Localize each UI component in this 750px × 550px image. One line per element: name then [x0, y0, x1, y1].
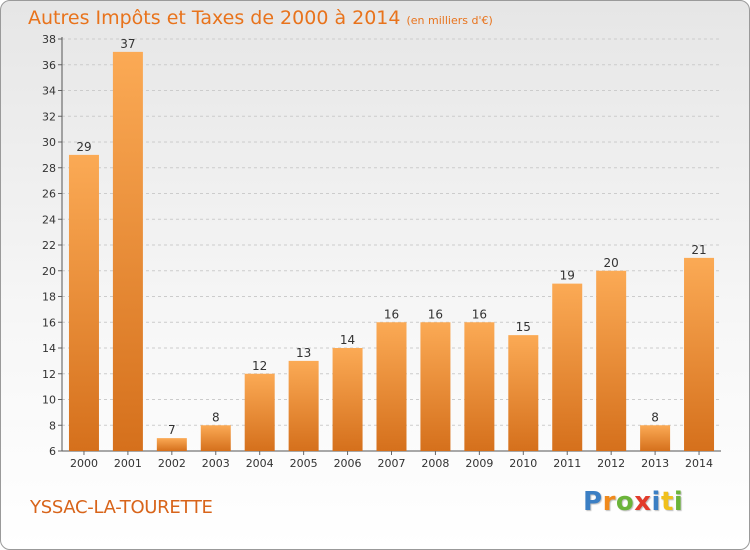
bar-2008	[420, 322, 451, 451]
y-tick-label: 34	[42, 85, 56, 98]
data-label: 8	[212, 410, 220, 424]
y-tick-label: 14	[42, 342, 56, 355]
data-label: 15	[516, 320, 531, 334]
bar-2010	[508, 335, 539, 451]
data-label: 16	[384, 307, 399, 321]
y-tick-label: 26	[42, 188, 56, 201]
x-tick-label: 2002	[158, 457, 186, 470]
data-label: 20	[604, 256, 619, 270]
y-tick-label: 24	[42, 213, 56, 226]
data-label: 16	[472, 307, 487, 321]
data-labels: 29 37 7 8 12 13 14 16 16 16 15 19 20 8 21	[76, 37, 706, 437]
bar-2001	[112, 51, 143, 451]
y-tick-label: 38	[42, 33, 56, 46]
proxiti-logo: Proxiti	[583, 487, 683, 517]
data-label: 21	[691, 243, 706, 257]
y-tick-label: 32	[42, 110, 56, 123]
data-label: 12	[252, 359, 267, 373]
x-tick-label: 2000	[70, 457, 98, 470]
bar-2007	[376, 322, 407, 451]
y-tick-labels: 6 8 10 12 14 16 18 20 22 24 26 28 30 32 34 36 38	[42, 33, 56, 458]
bar-2003	[200, 425, 231, 451]
data-label: 29	[76, 140, 91, 154]
bar-2000	[68, 154, 99, 451]
bar-2009	[464, 322, 495, 451]
bars	[68, 51, 715, 451]
x-tick-label: 2006	[334, 457, 362, 470]
logo-letter: i	[651, 487, 661, 517]
y-tick-label: 22	[42, 239, 56, 252]
x-tick-label: 2005	[290, 457, 318, 470]
bar-2005	[288, 360, 319, 451]
logo-letter: x	[634, 487, 652, 517]
x-tick-label: 2012	[597, 457, 625, 470]
data-label: 19	[560, 269, 575, 283]
x-tick-label: 2013	[641, 457, 669, 470]
y-tick-label: 10	[42, 394, 56, 407]
data-label: 14	[340, 333, 355, 347]
y-tick-label: 12	[42, 368, 56, 381]
bar-2012	[596, 270, 627, 451]
x-tick-label: 2003	[202, 457, 230, 470]
bar-2004	[244, 373, 275, 451]
grid-lines	[58, 38, 721, 452]
logo-letter: i	[673, 487, 684, 517]
x-tick-label: 2014	[685, 457, 713, 470]
data-label: 8	[651, 410, 659, 424]
logo-letter: t	[660, 487, 674, 517]
commune-name: YSSAC-LA-TOURETTE	[30, 497, 213, 518]
chart-title: Autres Impôts et Taxes de 2000 à 2014 (en…	[28, 7, 493, 29]
x-tick-label: 2009	[465, 457, 493, 470]
bar-2002	[156, 438, 187, 451]
logo-letter: r	[602, 487, 616, 517]
y-tick-label: 20	[42, 265, 56, 278]
bar-2013	[640, 425, 671, 451]
logo-letter: o	[615, 487, 635, 517]
y-tick-label: 18	[42, 291, 56, 304]
x-tick-label: 2008	[421, 457, 449, 470]
x-tick-labels: 2000 2001 2002 2003 2004 2005 2006 2007 2008 2009…	[70, 451, 713, 470]
x-tick-label: 2004	[246, 457, 274, 470]
bar-2011	[552, 283, 583, 451]
data-label: 37	[120, 37, 135, 51]
logo-letter: P	[583, 487, 603, 517]
y-tick-label: 30	[42, 136, 56, 149]
y-tick-label: 16	[42, 316, 56, 329]
y-tick-label: 8	[49, 419, 56, 432]
bar-2014	[684, 257, 715, 451]
bar-2006	[332, 348, 363, 451]
x-tick-label: 2001	[114, 457, 142, 470]
y-tick-label: 36	[42, 59, 56, 72]
x-tick-label: 2007	[378, 457, 406, 470]
data-label: 7	[168, 423, 176, 437]
data-label: 13	[296, 346, 311, 360]
y-tick-label: 6	[49, 445, 56, 458]
data-label: 16	[428, 307, 443, 321]
chart-title-text: Autres Impôts et Taxes de 2000 à 2014	[28, 7, 401, 29]
x-tick-label: 2011	[553, 457, 581, 470]
y-tick-label: 28	[42, 162, 56, 175]
unit-note: (en milliers d'€)	[406, 14, 493, 27]
x-tick-label: 2010	[509, 457, 537, 470]
